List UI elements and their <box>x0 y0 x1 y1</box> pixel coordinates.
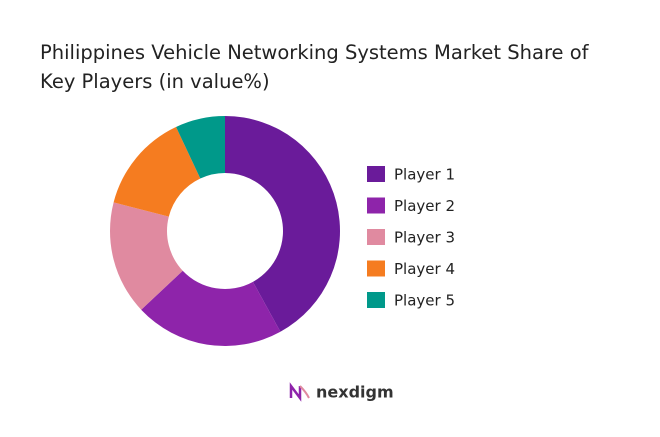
legend-swatch <box>367 197 385 214</box>
legend-label: Player 2 <box>394 197 455 215</box>
legend-label: Player 4 <box>394 260 455 278</box>
brand-name: nexdigm <box>316 383 394 402</box>
donut-segment <box>141 270 281 346</box>
donut-segment <box>113 126 201 217</box>
legend-label: Player 3 <box>394 229 455 247</box>
legend-label: Player 5 <box>394 292 455 310</box>
legend-swatch <box>367 260 385 277</box>
brand-logo <box>289 382 310 402</box>
legend-swatch <box>367 229 385 245</box>
donut-segment <box>225 116 340 332</box>
donut-segment <box>176 116 225 179</box>
legend-swatch <box>367 292 385 308</box>
chart-title: Philippines Vehicle Networking Systems M… <box>40 41 589 93</box>
donut-segment <box>109 202 183 310</box>
legend-label: Player 1 <box>394 166 455 184</box>
legend-swatch <box>367 166 385 182</box>
